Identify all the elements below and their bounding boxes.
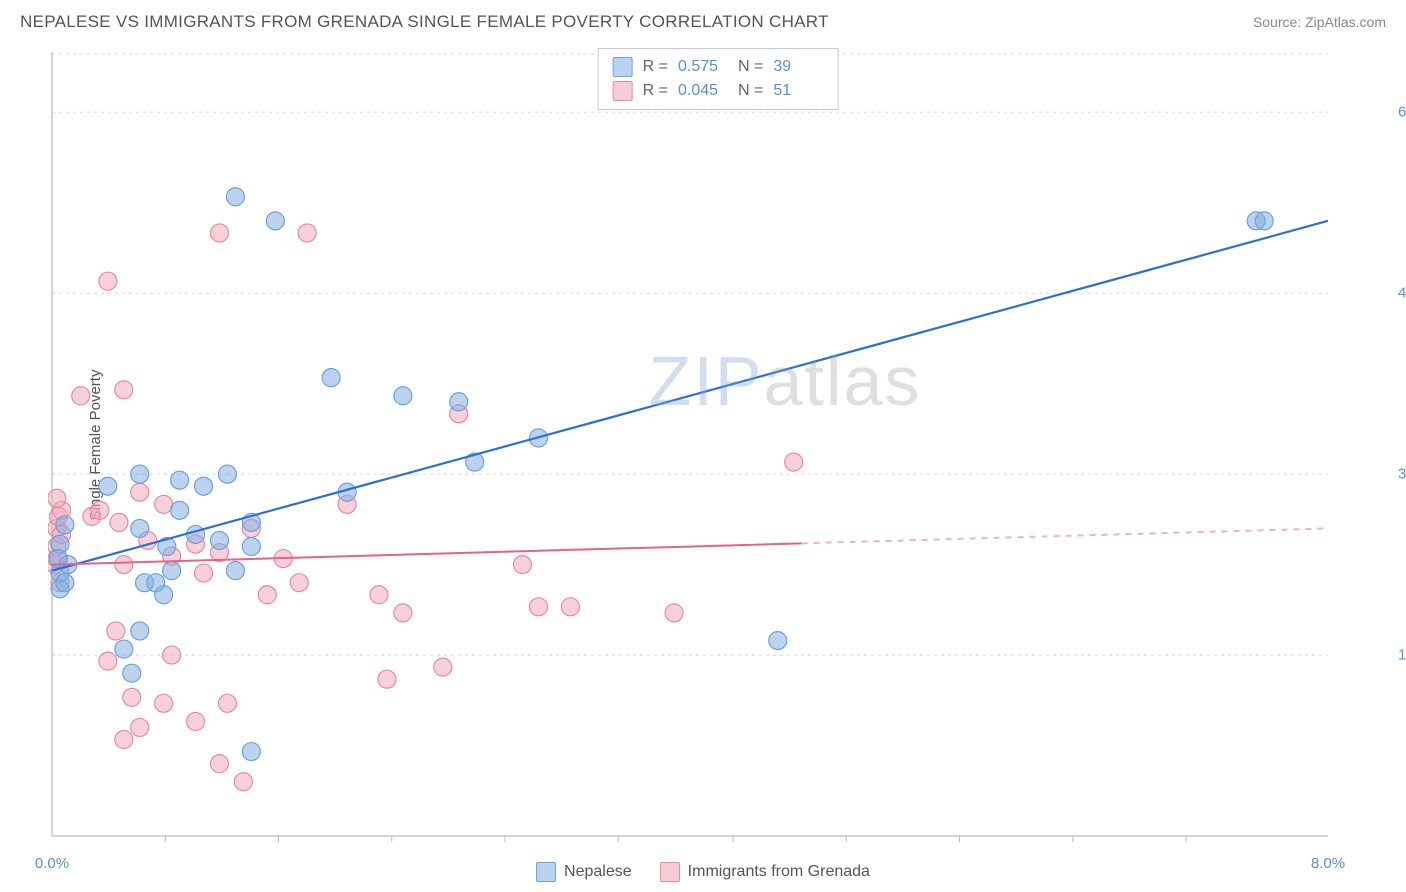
x-tick-label: 8.0% — [1311, 855, 1345, 872]
data-point — [56, 574, 74, 592]
bottom-legend: Nepalese Immigrants from Grenada — [536, 862, 870, 882]
data-point — [91, 501, 109, 519]
trend-line — [52, 221, 1328, 571]
data-point — [163, 562, 181, 580]
data-point — [187, 525, 205, 543]
data-point — [218, 694, 236, 712]
legend-swatch — [536, 862, 556, 882]
data-point — [665, 604, 683, 622]
data-point — [131, 718, 149, 736]
data-point — [322, 369, 340, 387]
scatter-plot — [48, 48, 1388, 842]
data-point — [785, 453, 803, 471]
data-point — [115, 556, 133, 574]
legend-item: Immigrants from Grenada — [660, 862, 870, 882]
chart-title: NEPALESE VS IMMIGRANTS FROM GRENADA SING… — [20, 12, 829, 32]
y-tick-label: 45.0% — [1390, 285, 1406, 302]
data-point — [561, 598, 579, 616]
trend-line-extrapolated — [802, 528, 1328, 543]
data-point — [195, 564, 213, 582]
data-point — [131, 483, 149, 501]
data-point — [450, 393, 468, 411]
data-point — [115, 381, 133, 399]
data-point — [266, 212, 284, 230]
data-point — [187, 712, 205, 730]
stat-n-value: 39 — [773, 58, 823, 76]
stats-legend-box: R = 0.575 N = 39 R = 0.045 N = 51 — [598, 48, 839, 110]
data-point — [290, 574, 308, 592]
legend-swatch — [613, 57, 633, 77]
stat-r-label: R = — [643, 82, 668, 100]
legend-swatch — [613, 81, 633, 101]
stats-row: R = 0.045 N = 51 — [613, 79, 824, 103]
data-point — [72, 387, 90, 405]
stat-r-label: R = — [643, 58, 668, 76]
stat-r-value: 0.575 — [678, 58, 728, 76]
data-point — [56, 516, 74, 534]
data-point — [155, 694, 173, 712]
data-point — [210, 224, 228, 242]
y-tick-label: 30.0% — [1390, 466, 1406, 483]
stat-n-label: N = — [738, 82, 763, 100]
legend-swatch — [660, 862, 680, 882]
data-point — [163, 646, 181, 664]
data-point — [394, 387, 412, 405]
data-point — [242, 743, 260, 761]
stat-n-value: 51 — [773, 82, 823, 100]
y-tick-label: 15.0% — [1390, 647, 1406, 664]
data-point — [529, 598, 547, 616]
data-point — [171, 471, 189, 489]
data-point — [195, 477, 213, 495]
data-point — [394, 604, 412, 622]
data-point — [171, 501, 189, 519]
data-point — [218, 465, 236, 483]
legend-label: Immigrants from Grenada — [688, 863, 870, 881]
data-point — [131, 465, 149, 483]
data-point — [210, 531, 228, 549]
data-point — [123, 664, 141, 682]
data-point — [210, 755, 228, 773]
data-point — [115, 640, 133, 658]
data-point — [298, 224, 316, 242]
data-point — [434, 658, 452, 676]
data-point — [48, 489, 66, 507]
data-point — [226, 188, 244, 206]
data-point — [123, 688, 141, 706]
data-point — [234, 773, 252, 791]
data-point — [115, 731, 133, 749]
stat-n-label: N = — [738, 58, 763, 76]
data-point — [99, 477, 117, 495]
data-point — [242, 538, 260, 556]
data-point — [99, 272, 117, 290]
data-point — [147, 574, 165, 592]
data-point — [107, 622, 125, 640]
stats-row: R = 0.575 N = 39 — [613, 55, 824, 79]
data-point — [769, 632, 787, 650]
data-point — [110, 513, 128, 531]
stat-r-value: 0.045 — [678, 82, 728, 100]
data-point — [378, 670, 396, 688]
data-point — [131, 622, 149, 640]
data-point — [226, 562, 244, 580]
source-label: Source: ZipAtlas.com — [1253, 14, 1386, 30]
x-tick-label: 0.0% — [35, 855, 69, 872]
data-point — [131, 519, 149, 537]
data-point — [258, 586, 276, 604]
legend-item: Nepalese — [536, 862, 632, 882]
data-point — [370, 586, 388, 604]
data-point — [514, 556, 532, 574]
y-tick-label: 60.0% — [1390, 104, 1406, 121]
data-point — [155, 495, 173, 513]
chart-container: Single Female Poverty ZIPatlas R = 0.575… — [48, 48, 1388, 842]
legend-label: Nepalese — [564, 863, 632, 881]
data-point — [99, 652, 117, 670]
data-point — [1255, 212, 1273, 230]
